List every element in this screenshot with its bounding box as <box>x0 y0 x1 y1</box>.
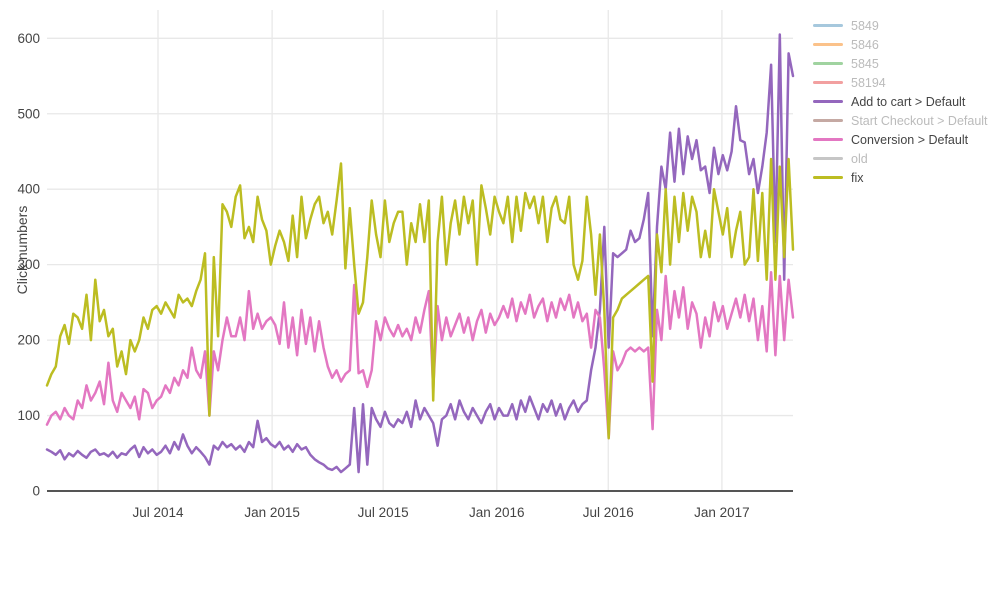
x-tick-label: Jul 2015 <box>358 505 409 520</box>
y-tick-label: 200 <box>17 333 40 348</box>
series-line-fix[interactable] <box>45 157 795 440</box>
legend-item-5849[interactable]: 5849 <box>813 16 988 35</box>
legend-label-conversion-default: Conversion > Default <box>851 132 969 147</box>
x-tick-label: Jan 2017 <box>694 505 750 520</box>
series-line-add-to-cart-default[interactable] <box>45 33 795 474</box>
legend-label-old: old <box>851 151 868 166</box>
legend-item-5845[interactable]: 5845 <box>813 54 988 73</box>
legend-label-58194: 58194 <box>851 75 886 90</box>
y-tick-label: 500 <box>17 106 40 121</box>
legend: 5849 5846 5845 58194 Add to cart > Default St… <box>813 16 988 187</box>
legend-swatch-add-to-cart-default <box>813 100 843 103</box>
x-tick-label: Jul 2016 <box>583 505 634 520</box>
legend-item-58194[interactable]: 58194 <box>813 73 988 92</box>
legend-item-5846[interactable]: 5846 <box>813 35 988 54</box>
legend-item-conversion-default[interactable]: Conversion > Default <box>813 130 988 149</box>
y-tick-label: 400 <box>17 182 40 197</box>
legend-swatch-58194 <box>813 81 843 84</box>
series-line-conversion-default[interactable] <box>45 270 795 440</box>
legend-label-fix: fix <box>851 170 864 185</box>
x-tick-label: Jul 2014 <box>132 505 184 520</box>
legend-swatch-fix <box>813 176 843 179</box>
y-tick-label: 600 <box>17 31 40 46</box>
legend-label-5846: 5846 <box>851 37 879 52</box>
legend-item-fix[interactable]: fix <box>813 168 988 187</box>
legend-swatch-5849 <box>813 24 843 27</box>
legend-swatch-conversion-default <box>813 138 843 141</box>
y-tick-label: 300 <box>17 257 40 272</box>
legend-item-start-checkout-default[interactable]: Start Checkout > Default <box>813 111 988 130</box>
y-tick-label: 100 <box>17 408 40 423</box>
legend-swatch-old <box>813 157 843 160</box>
legend-label-5845: 5845 <box>851 56 879 71</box>
legend-swatch-5845 <box>813 62 843 65</box>
legend-swatch-5846 <box>813 43 843 46</box>
x-tick-label: Jan 2015 <box>244 505 300 520</box>
legend-swatch-start-checkout-default <box>813 119 843 122</box>
y-tick-label: 0 <box>32 484 40 499</box>
x-tick-label: Jan 2016 <box>469 505 525 520</box>
legend-item-old[interactable]: old <box>813 149 988 168</box>
y-axis-title: Click numbers <box>14 205 30 295</box>
legend-item-add-to-cart-default[interactable]: Add to cart > Default <box>813 92 988 111</box>
legend-label-start-checkout-default: Start Checkout > Default <box>851 113 988 128</box>
legend-label-add-to-cart-default: Add to cart > Default <box>851 94 966 109</box>
legend-label-5849: 5849 <box>851 18 879 33</box>
